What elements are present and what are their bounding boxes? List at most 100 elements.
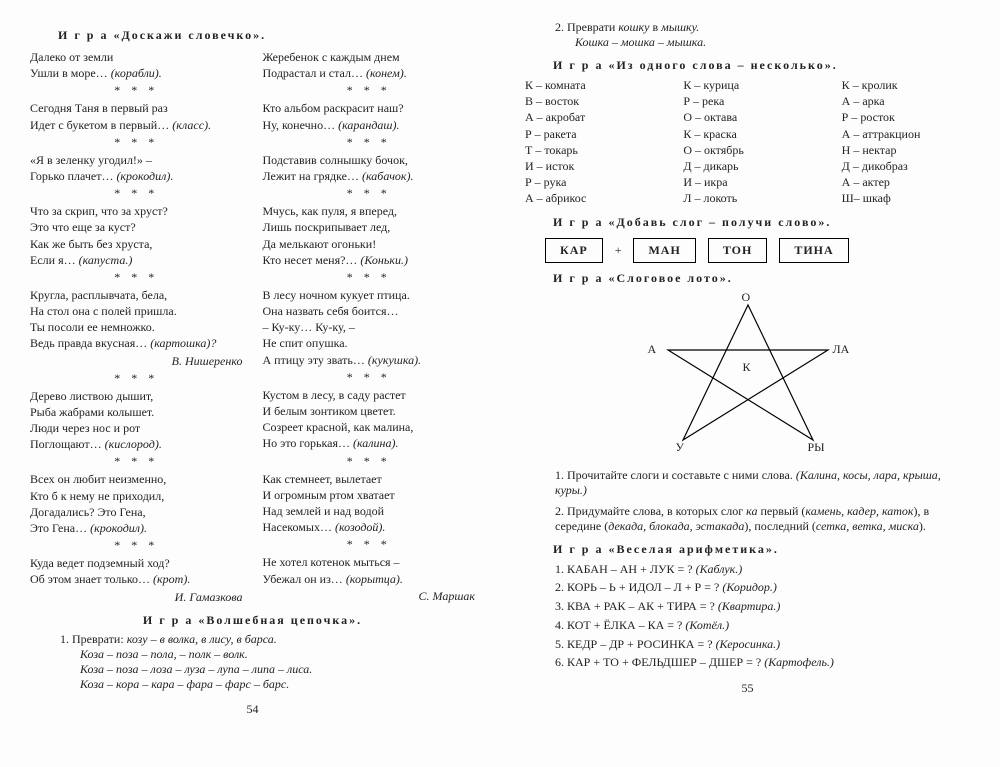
separator: * * * [30,270,243,285]
text: 2. КОРЬ – Ь + ИДОЛ – Л + Р = ? [555,580,722,594]
text: декада, блокада, эстакада [608,519,744,533]
text: 1. Прочитайте слоги и составьте с ними с… [555,468,796,482]
word-item: Д – дикарь [683,158,811,174]
star-label-top: О [742,290,751,305]
text: 1. Преврати: [60,632,124,646]
word-item: А – абрикос [525,190,653,206]
arith-line: 4. КОТ + ЁЛКА – КА = ? (Котёл.) [555,617,970,634]
word-item: А – арка [842,93,970,109]
line: Над землей и над водой [263,504,385,518]
arith-line: 5. КЕДР – ДР + РОСИНКА = ? (Керосинка.) [555,636,970,653]
answer: (картошка)? [150,336,216,350]
separator: * * * [263,135,476,150]
star-label-bl: У [676,440,685,455]
star-label-br: РЫ [808,440,825,455]
task2-answer: Кошка – мошка – мышка. [575,35,970,50]
game-title-6: И г р а «Веселая арифметика». [553,542,970,557]
line: А птицу эту звать… [263,353,368,367]
arith-line: 3. КВА + РАК – АК + ТИРА = ? (Квартира.) [555,598,970,615]
pentagram-icon [638,290,858,460]
answer: (Квартира.) [718,599,781,613]
line: Не хотел котенок мыться – [263,555,400,569]
stanza: Жеребенок с каждым днемПодрастал и стал…… [263,49,476,81]
line: Это Гена… [30,521,90,535]
word-item: К – курица [683,77,811,93]
answer: (Котёл.) [685,618,729,632]
separator: * * * [263,186,476,201]
line: Кустом в лесу, в саду растет [263,388,406,402]
stanza: Кто альбом раскрасит наш?Ну, конечно… (к… [263,100,476,132]
line: Как же быть без хруста, [30,237,152,251]
line: Мчусь, как пуля, я вперед, [263,204,397,218]
text: мышку. [661,20,699,34]
line: Лишь поскрипывает лед, [263,220,391,234]
arith-line: 1. КАБАН – АН + ЛУК = ? (Каблук.) [555,561,970,578]
line: Сегодня Таня в первый раз [30,101,168,115]
word-item: И – икра [683,174,811,190]
text: козу – в волка, в лису, в барса. [124,632,277,646]
line: Догадались? Это Гена, [30,505,146,519]
answer: (кислород). [105,437,162,451]
text: ), последний ( [744,519,816,533]
line: Горько плачет… [30,169,116,183]
answer: (конем). [366,66,407,80]
line: Ну, конечно… [263,118,339,132]
word-item: Ш– шкаф [842,190,970,206]
chain-intro: 1. Преврати: козу – в волка, в лису, в б… [60,632,475,647]
separator: * * * [30,186,243,201]
star-diagram: О А ЛА У РЫ К [638,290,858,460]
word-col-1: К – комната В – восток А – акробат Р – р… [525,77,653,207]
poems-col-a: Далеко от землиУшли в море… (корабли). *… [30,47,243,605]
line: Это что еще за куст? [30,220,136,234]
answer: (капуста.) [79,253,133,267]
line: Она назвать себя боится… [263,304,399,318]
line: В лесу ночном кукует птица. [263,288,410,302]
line: Идет с букетом в первый… [30,118,172,132]
line: Люди через нос и рот [30,421,140,435]
word-item: К – краска [683,126,811,142]
word-item: Р – рука [525,174,653,190]
separator: * * * [263,454,476,469]
text: ). [919,519,926,533]
syl-box: КАР [545,238,603,263]
answer: (крокодил). [90,521,147,535]
answer: (крот). [153,572,190,586]
line: Ведь правда вкусная… [30,336,150,350]
stanza: Дерево листвою дышит,Рыба жабрами колыше… [30,388,243,453]
answer: (кабачок). [362,169,414,183]
page-left: И г р а «Доскажи словечко». Далеко от зе… [30,20,475,717]
line: Кто несет меня?… [263,253,361,267]
chain-line: Коза – поза – пола, – полк – волк. [80,647,475,662]
stanza: Что за скрип, что за хруст?Это что еще з… [30,203,243,268]
line: Ты посоли ее немножко. [30,320,155,334]
answer: (корытца). [346,572,403,586]
word-item: Р – росток [842,109,970,125]
line: Жеребенок с каждым днем [263,50,400,64]
loto-task-1: 1. Прочитайте слоги и составьте с ними с… [555,468,970,498]
word-item: Р – река [683,93,811,109]
answer: (крокодил). [116,169,173,183]
line: Созреет красной, как малина, [263,420,414,434]
stanza: Мчусь, как пуля, я вперед, Лишь поскрипыв… [263,203,476,268]
separator: * * * [263,537,476,552]
line: Убежал он из… [263,572,346,586]
stanza: Далеко от землиУшли в море… (корабли). [30,49,243,81]
word-col-3: К – кролик А – арка Р – росток А – аттра… [842,77,970,207]
game-title-5: И г р а «Слоговое лото». [553,271,970,286]
text: 2. Преврати [555,20,618,34]
separator: * * * [30,135,243,150]
word-item: О – октава [683,109,811,125]
word-item: Р – ракета [525,126,653,142]
text: 3. КВА + РАК – АК + ТИРА = ? [555,599,718,613]
line: Если я… [30,253,79,267]
author: В. Нишеренко [30,354,243,369]
page-number: 54 [30,702,475,717]
line: Подставив солнышку бочок, [263,153,408,167]
answer: (кукушка). [368,353,421,367]
separator: * * * [30,83,243,98]
word-col-2: К – курица Р – река О – октава К – краск… [683,77,811,207]
line: Да мелькают огоньки! [263,237,377,251]
separator: * * * [263,270,476,285]
line: И огромным ртом хватает [263,488,395,502]
line: – Ку-ку… Ку-ку, – [263,320,355,334]
